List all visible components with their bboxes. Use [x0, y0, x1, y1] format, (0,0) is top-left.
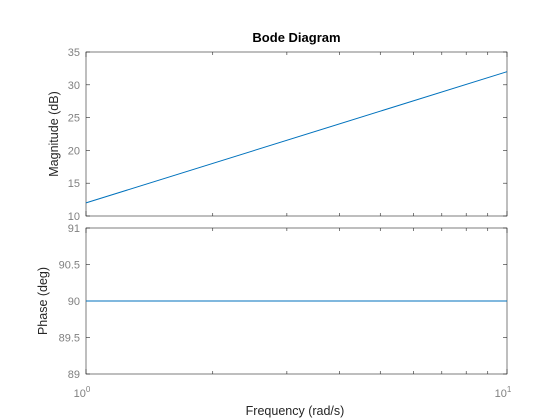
magnitude-ytick-label: 20 [68, 145, 80, 157]
phase-ytick-label: 90 [68, 296, 80, 308]
phase-panel: 89 89.5 90 90.5 91 Phase (deg) [36, 223, 508, 381]
magnitude-ytick-label: 15 [68, 178, 80, 190]
phase-ytick-label: 91 [68, 223, 80, 235]
magnitude-y-axis-label: Magnitude (dB) [47, 91, 61, 176]
x-tick-label-exponent: 1 [507, 385, 512, 394]
magnitude-ytick-label: 30 [68, 80, 80, 92]
x-tick-label: 101 [495, 385, 512, 400]
phase-ytick-label: 89 [68, 369, 80, 381]
phase-ytick-label: 90.5 [59, 260, 80, 272]
magnitude-ytick-label: 25 [68, 113, 80, 125]
chart-title: Bode Diagram [252, 30, 340, 45]
magnitude-axes-frame [85, 51, 508, 217]
x-tick-labels: 100 101 [74, 385, 512, 400]
phase-y-axis-label: Phase (deg) [36, 267, 50, 335]
phase-ytick-label: 89.5 [59, 333, 80, 345]
magnitude-ytick-label: 10 [68, 211, 80, 223]
x-tick-label-exponent: 0 [86, 385, 91, 394]
magnitude-ytick-label: 35 [68, 47, 80, 59]
magnitude-panel: 10 15 20 25 30 35 Magnitude (dB) [47, 47, 508, 223]
x-tick-label-base: 10 [74, 388, 86, 400]
x-axis-label: Frequency (rad/s) [246, 404, 345, 418]
magnitude-series-line [85, 71, 508, 204]
x-tick-label-base: 10 [495, 388, 507, 400]
x-tick-label: 100 [74, 385, 91, 400]
